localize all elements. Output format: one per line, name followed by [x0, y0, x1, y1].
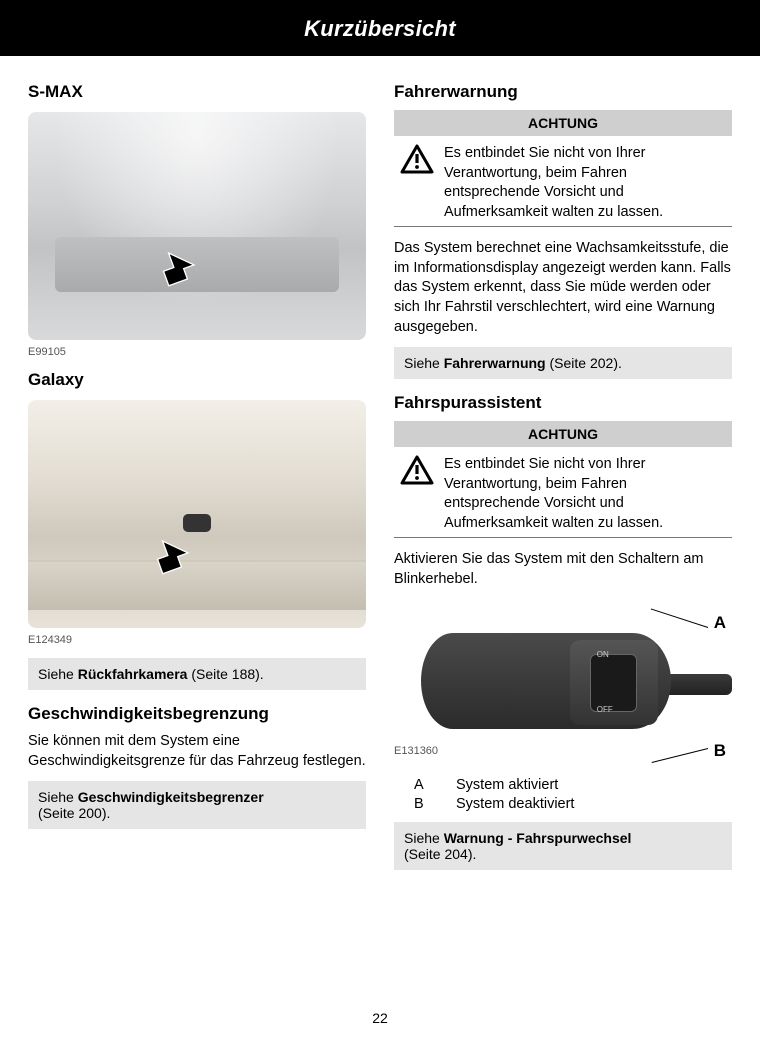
- figure-caption: E131360: [394, 745, 438, 757]
- page-number: 22: [0, 1010, 760, 1026]
- warning-triangle-icon: [400, 144, 434, 174]
- section-heading: Geschwindigkeitsbegrenzung: [28, 704, 366, 724]
- figure-caption: E124349: [28, 634, 366, 646]
- warning-text: Es entbindet Sie nicht von Ihrer Verantw…: [444, 144, 726, 222]
- body-paragraph: Aktivieren Sie das System mit den Schalt…: [394, 550, 732, 589]
- model-heading-smax: S-MAX: [28, 82, 366, 102]
- figure-galaxy-rear: [28, 400, 366, 628]
- ref-prefix: Siehe: [38, 666, 78, 682]
- model-heading-galaxy: Galaxy: [28, 370, 366, 390]
- legend-key: B: [414, 796, 432, 812]
- reference-box: Siehe Warnung - Fahrspurwechsel (Seite 2…: [394, 822, 732, 870]
- ref-link: Warnung - Fahrspurwechsel: [444, 830, 632, 846]
- warning-text: Es entbindet Sie nicht von Ihrer Verantw…: [444, 455, 726, 533]
- ref-suffix: (Seite 202).: [546, 355, 622, 371]
- callout-label-b: B: [714, 741, 726, 761]
- left-column: S-MAX E99105 Galaxy E124349 Siehe Rückfa…: [28, 78, 366, 878]
- body-paragraph: Sie können mit dem System eine Geschwind…: [28, 732, 366, 771]
- ref-prefix: Siehe: [404, 830, 444, 846]
- legend-key: A: [414, 777, 432, 793]
- ref-link: Rückfahrkamera: [78, 666, 188, 682]
- pointer-arrow-icon: [156, 244, 200, 288]
- body-paragraph: Das System berechnet eine Wachsamkeitsst…: [394, 239, 732, 337]
- ref-suffix: (Seite 200).: [38, 805, 110, 821]
- section-heading: Fahrspurassistent: [394, 393, 732, 413]
- legend-text: System deaktiviert: [456, 796, 574, 812]
- page-header: Kurzübersicht: [0, 0, 760, 56]
- ref-link: Geschwindigkeitsbegrenzer: [78, 789, 264, 805]
- warning-box: Es entbindet Sie nicht von Ihrer Verantw…: [394, 136, 732, 227]
- ref-suffix: (Seite 204).: [404, 846, 476, 862]
- reference-box: Siehe Rückfahrkamera (Seite 188).: [28, 658, 366, 690]
- legend-row: A System aktiviert: [414, 777, 732, 793]
- figure-caption: E99105: [28, 346, 366, 358]
- figure-lever: ON OFF A B E131360: [394, 599, 732, 769]
- legend-text: System aktiviert: [456, 777, 558, 793]
- right-column: Fahrerwarnung ACHTUNG Es entbindet Sie n…: [394, 78, 732, 878]
- warning-header: ACHTUNG: [394, 421, 732, 447]
- callout-label-a: A: [714, 613, 726, 633]
- ref-suffix: (Seite 188).: [187, 666, 263, 682]
- ref-link: Fahrerwarnung: [444, 355, 546, 371]
- legend-row: B System deaktiviert: [414, 796, 732, 812]
- reference-box: Siehe Geschwindigkeitsbegrenzer (Seite 2…: [28, 781, 366, 829]
- page-columns: S-MAX E99105 Galaxy E124349 Siehe Rückfa…: [0, 56, 760, 878]
- pointer-arrow-icon: [150, 532, 194, 576]
- warning-triangle-icon: [400, 455, 434, 485]
- legend-list: A System aktiviert B System deaktiviert: [414, 777, 732, 812]
- ref-prefix: Siehe: [38, 789, 78, 805]
- figure-smax-rear: [28, 112, 366, 340]
- warning-box: Es entbindet Sie nicht von Ihrer Verantw…: [394, 447, 732, 538]
- ref-prefix: Siehe: [404, 355, 444, 371]
- section-heading: Fahrerwarnung: [394, 82, 732, 102]
- warning-header: ACHTUNG: [394, 110, 732, 136]
- reference-box: Siehe Fahrerwarnung (Seite 202).: [394, 347, 732, 379]
